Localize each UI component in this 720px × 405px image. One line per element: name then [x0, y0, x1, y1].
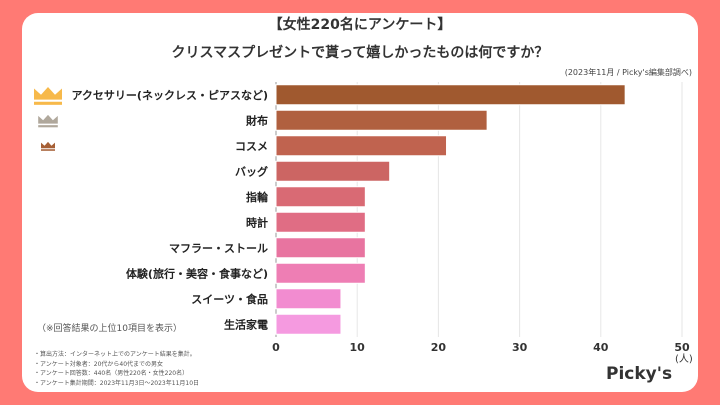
logo: Picky's: [606, 364, 673, 384]
bar: [275, 288, 342, 310]
x-tick-label: 10: [350, 341, 366, 354]
x-tick-label: 0: [272, 341, 280, 354]
chart-title: 【女性220名にアンケート】: [268, 17, 452, 33]
category-label: 時計: [246, 215, 268, 229]
x-tick-label: 30: [512, 341, 528, 354]
crown-icon: [38, 114, 58, 124]
bar: [275, 84, 626, 106]
crown-icon-base: [38, 125, 58, 128]
footnote: ・アンケート集計期間：2023年11月3日〜2023年11月10日: [34, 379, 200, 387]
x-tick-label: 20: [431, 341, 447, 354]
category-label: 体験(旅行・美容・食事など): [126, 266, 268, 280]
crown-icon: [34, 87, 62, 100]
crown-icon-base: [41, 149, 55, 151]
source-label: (2023年11月 / Picky's編集部調べ): [564, 68, 692, 77]
bar: [275, 186, 366, 208]
category-label: バッグ: [235, 164, 268, 178]
footnote: ・算出方法：インターネット上でのアンケート結果を集計。: [34, 351, 196, 358]
footnote: ・アンケート対象者：20代から40代までの男女: [34, 360, 164, 368]
bar: [275, 313, 342, 335]
x-axis-unit: (人): [675, 354, 693, 365]
category-label: マフラー・ストール: [169, 242, 268, 255]
x-tick-label: 50: [674, 341, 690, 354]
bar: [275, 109, 488, 131]
bar: [275, 262, 366, 284]
category-label: アクセサリー(ネックレス・ピアスなど): [71, 89, 268, 102]
category-label: スイーツ・食品: [191, 292, 268, 306]
category-label: 財布: [245, 113, 268, 127]
footnotes: ・算出方法：インターネット上でのアンケート結果を集計。 ・アンケート対象者：20…: [34, 350, 199, 388]
chart-subtitle: クリスマスプレゼントで貰って嬉しかったものは何ですか？: [171, 45, 549, 61]
bar: [275, 135, 448, 157]
footnote: ・アンケート回答数：440名（男性220名・女性220名）: [34, 370, 189, 377]
crown-icon: [41, 141, 55, 149]
bar: [275, 237, 366, 259]
top10-note: （※回答結果の上位10項目を表示）: [37, 324, 182, 334]
category-label: コスメ: [235, 140, 268, 153]
bar: [275, 211, 366, 233]
crown-icon-base: [34, 101, 62, 105]
bar: [275, 160, 391, 182]
category-label: 生活家電: [224, 317, 268, 331]
x-tick-label: 40: [593, 341, 609, 354]
category-label: 指輪: [246, 190, 269, 204]
